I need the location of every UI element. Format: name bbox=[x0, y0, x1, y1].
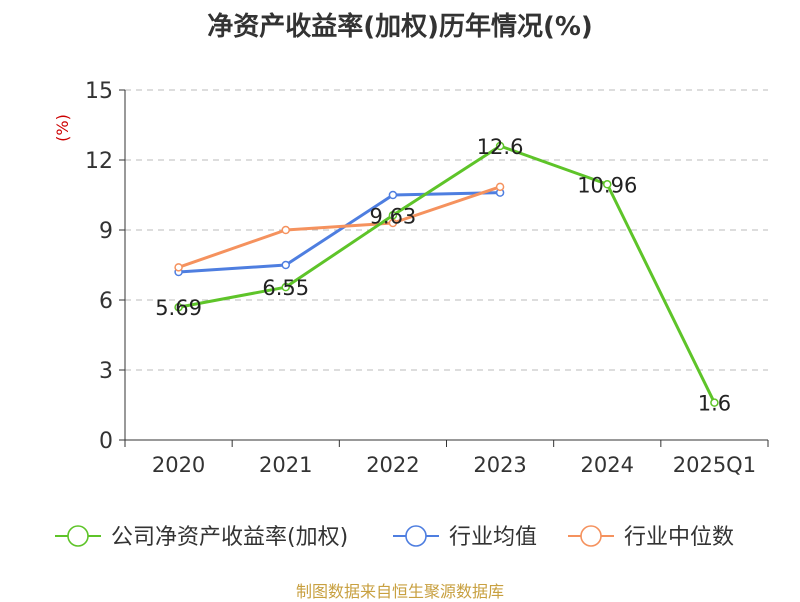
x-tick-label: 2025Q1 bbox=[673, 453, 756, 477]
y-tick-label: 15 bbox=[85, 79, 113, 104]
legend-label: 行业均值 bbox=[449, 525, 537, 550]
chart-title: 净资产收益率(加权)历年情况(%) bbox=[207, 12, 593, 42]
x-tick-label: 2020 bbox=[152, 453, 205, 477]
y-tick-label: 3 bbox=[99, 359, 113, 384]
legend-marker bbox=[67, 525, 89, 547]
series-line-0 bbox=[178, 144, 716, 404]
legend-label: 公司净资产收益率(加权) bbox=[111, 525, 348, 550]
data-label: 5.69 bbox=[155, 296, 202, 320]
data-point[interactable] bbox=[603, 180, 612, 189]
x-tick-label: 2021 bbox=[259, 453, 312, 477]
legend[interactable]: 公司净资产收益率(加权) 行业均值 行业中位数 bbox=[55, 525, 734, 550]
x-tick-label: 2022 bbox=[366, 453, 419, 477]
data-labels: 5.69 6.55 9.63 12.6 10.96 1.6 bbox=[155, 135, 731, 416]
data-point[interactable] bbox=[174, 263, 183, 272]
x-tick-label: 2024 bbox=[581, 453, 634, 477]
y-axis-label: (%) bbox=[53, 114, 72, 142]
legend-item-2[interactable]: 行业中位数 bbox=[568, 525, 734, 550]
y-tick-label: 0 bbox=[99, 429, 113, 454]
data-point[interactable] bbox=[281, 225, 290, 235]
data-point[interactable] bbox=[388, 211, 398, 220]
data-label: 9.63 bbox=[370, 204, 417, 228]
data-label: 10.96 bbox=[577, 173, 637, 197]
series bbox=[174, 141, 719, 407]
series-line-1 bbox=[178, 191, 501, 274]
data-label: 6.55 bbox=[262, 276, 309, 300]
data-label: 1.6 bbox=[698, 392, 731, 416]
data-point[interactable] bbox=[710, 398, 719, 407]
data-point[interactable] bbox=[281, 260, 290, 270]
y-tick-label: 9 bbox=[99, 219, 113, 244]
data-point[interactable] bbox=[495, 182, 505, 192]
data-label: 12.6 bbox=[477, 135, 524, 159]
legend-marker bbox=[405, 525, 427, 547]
grid-lines bbox=[125, 89, 768, 371]
y-tick-label: 6 bbox=[99, 289, 113, 314]
data-point[interactable] bbox=[388, 190, 398, 200]
data-point[interactable] bbox=[174, 302, 183, 312]
series-line-2 bbox=[178, 185, 501, 269]
source-footer: 制图数据来自恒生聚源数据库 bbox=[295, 582, 504, 601]
data-point[interactable] bbox=[495, 141, 505, 151]
data-point[interactable] bbox=[281, 282, 290, 292]
legend-item-1[interactable]: 行业均值 bbox=[393, 525, 537, 550]
axes: 0 3 6 9 12 15 2020 2021 2022 2023 2024 2025Q1 bbox=[85, 79, 769, 477]
legend-label: 行业中位数 bbox=[624, 525, 734, 550]
legend-marker bbox=[580, 525, 602, 547]
x-tick-label: 2023 bbox=[473, 453, 526, 477]
legend-item-0[interactable]: 公司净资产收益率(加权) bbox=[55, 525, 348, 550]
y-tick-label: 12 bbox=[85, 149, 113, 174]
